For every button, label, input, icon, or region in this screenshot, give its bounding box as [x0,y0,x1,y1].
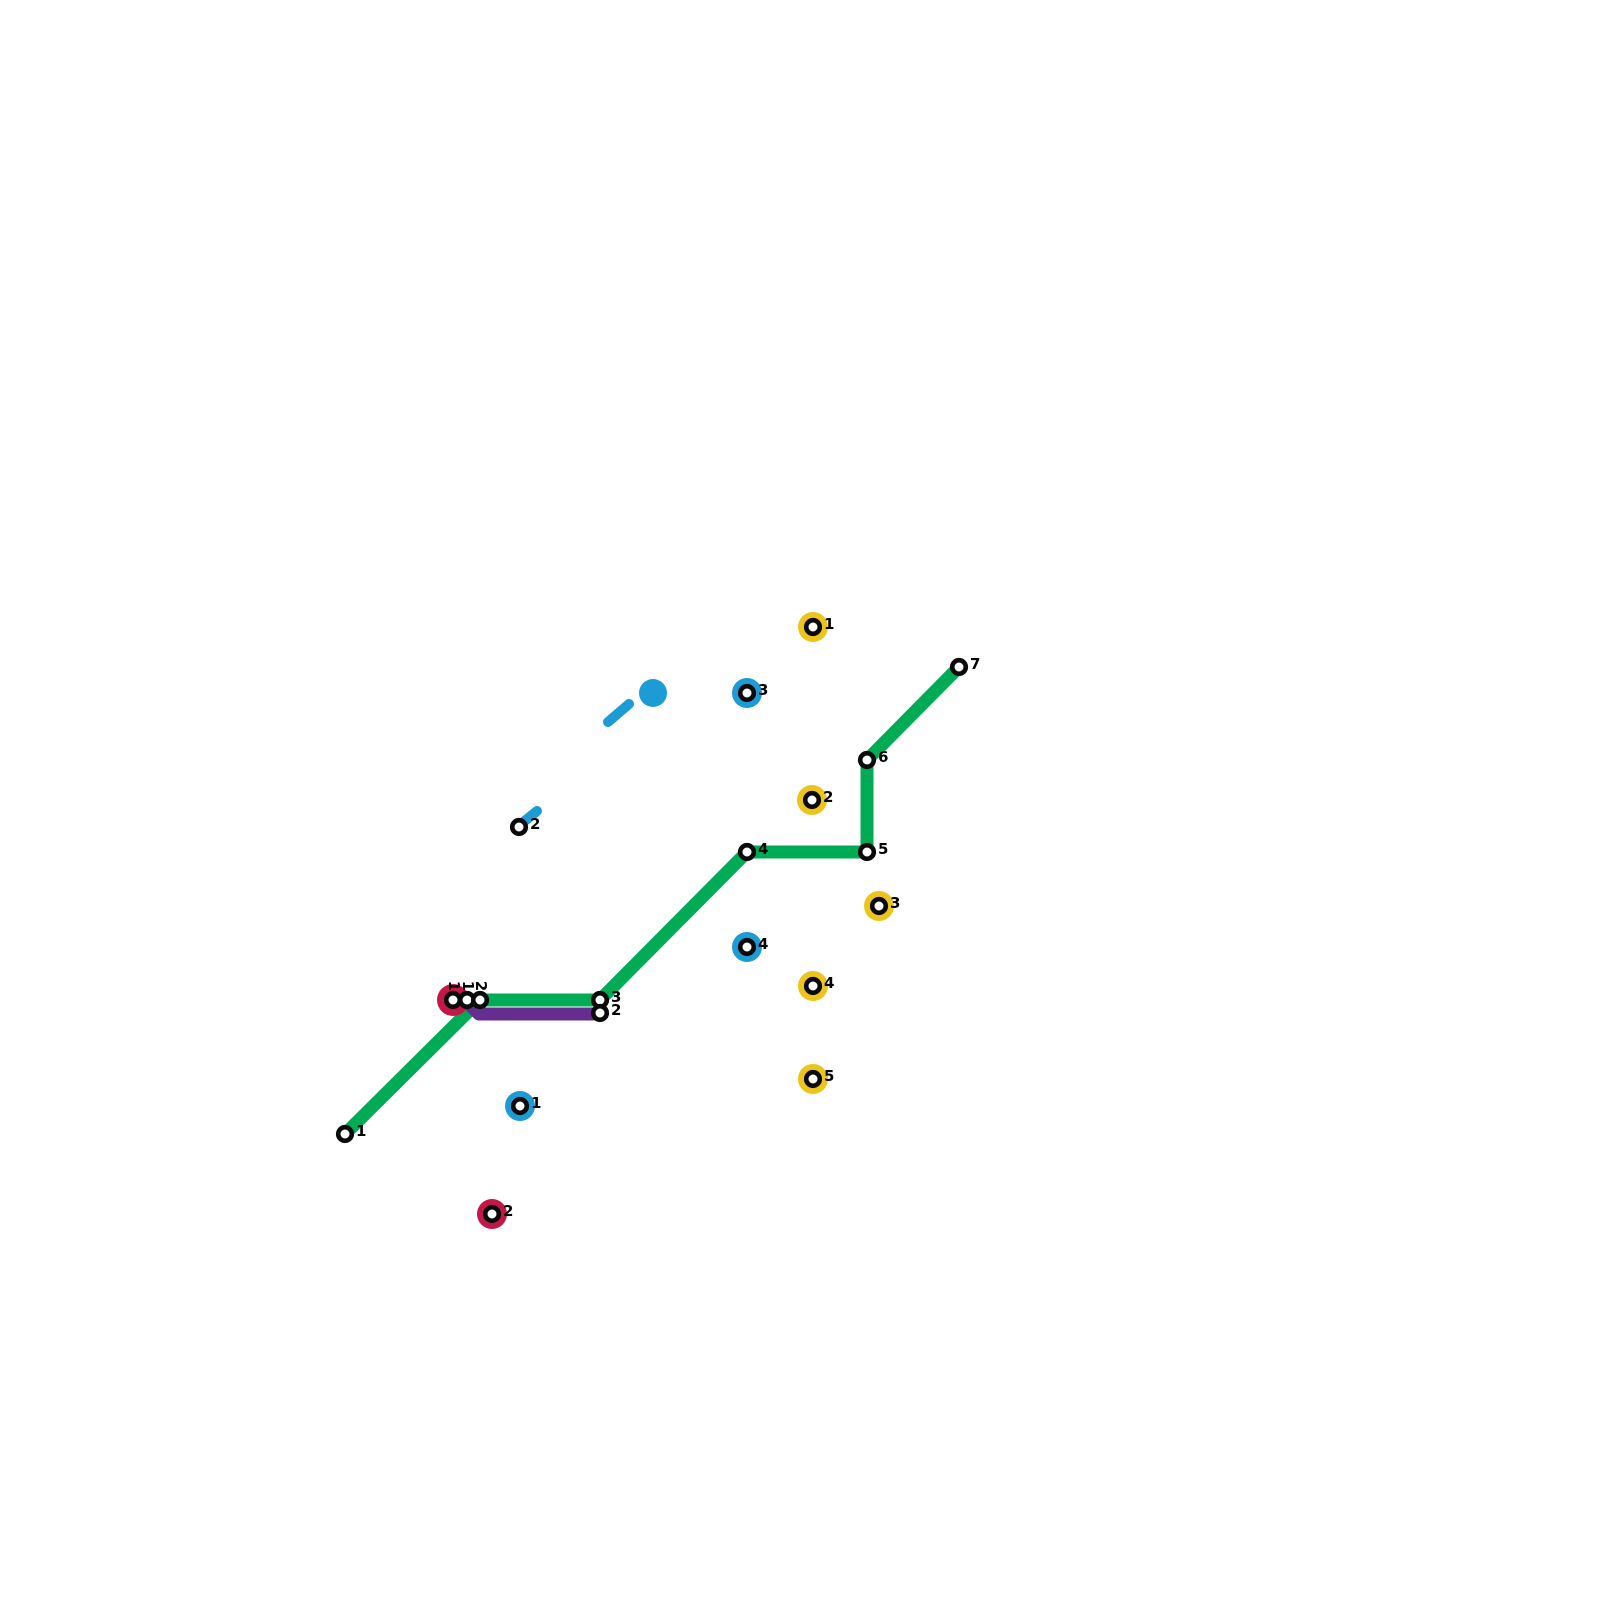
station-marker [857,750,877,770]
station-marker [737,937,757,957]
station-label-green-4: 4 [758,840,768,858]
station-label-yellow-2: 2 [823,788,833,806]
station-blue-2[interactable]: 2 [509,815,540,837]
station-label-green-2: 2 [472,981,490,991]
station-label-green-7: 7 [970,655,980,673]
station-label-blue-3: 3 [758,681,768,699]
station-green-1[interactable]: 1 [335,1122,366,1144]
station-green-5[interactable]: 5 [857,840,888,862]
station-marker [510,1096,530,1116]
station-label-yellow-3: 3 [890,894,900,912]
station-blue-1[interactable]: 1 [505,1091,541,1121]
station-marker [590,1003,610,1023]
station-label-red-1: 1 [445,981,463,991]
station-green-2[interactable]: 2 [470,981,490,1010]
station-label-purple-2: 2 [611,1001,621,1019]
station-red-2[interactable]: 2 [477,1199,513,1229]
station-yellow-3[interactable]: 3 [864,891,900,921]
station-yellow-4[interactable]: 4 [798,971,834,1001]
blue-blob [639,679,667,707]
station-blue-3[interactable]: 3 [732,678,768,708]
station-marker [737,683,757,703]
station-yellow-5[interactable]: 5 [798,1064,834,1094]
station-green-7[interactable]: 7 [949,655,980,677]
station-label-blue-1: 1 [531,1094,541,1112]
blue-dash [603,699,634,727]
station-label-blue-2: 2 [530,815,540,833]
station-label-red-2: 2 [503,1202,513,1220]
station-marker [509,817,529,837]
station-marker [443,990,463,1010]
station-label-yellow-5: 5 [824,1067,834,1085]
green-line-main [444,662,964,1007]
station-marker [802,790,822,810]
station-marker [803,1069,823,1089]
station-label-green-6: 6 [878,748,888,766]
station-marker [803,617,823,637]
station-blue-4[interactable]: 4 [732,932,768,962]
station-green-6[interactable]: 6 [857,748,888,770]
station-marker [869,896,889,916]
station-purple-2[interactable]: 2 [590,1001,621,1023]
station-label-green-1: 1 [356,1122,366,1140]
station-marker [857,842,877,862]
station-label-blue-4: 4 [758,935,768,953]
station-label-yellow-4: 4 [824,974,834,992]
station-label-purple-1: 1 [459,981,477,991]
station-marker [470,990,490,1010]
station-marker [803,976,823,996]
station-marker [482,1204,502,1224]
station-marker [949,657,969,677]
station-marker [335,1124,355,1144]
station-yellow-1[interactable]: 1 [798,612,834,642]
station-marker [737,842,757,862]
station-label-green-5: 5 [878,840,888,858]
station-label-yellow-1: 1 [824,615,834,633]
station-green-4[interactable]: 4 [737,840,768,862]
green-line-branch [340,995,485,1139]
station-label-green-3: 3 [611,988,621,1006]
station-yellow-2[interactable]: 2 [797,785,833,815]
